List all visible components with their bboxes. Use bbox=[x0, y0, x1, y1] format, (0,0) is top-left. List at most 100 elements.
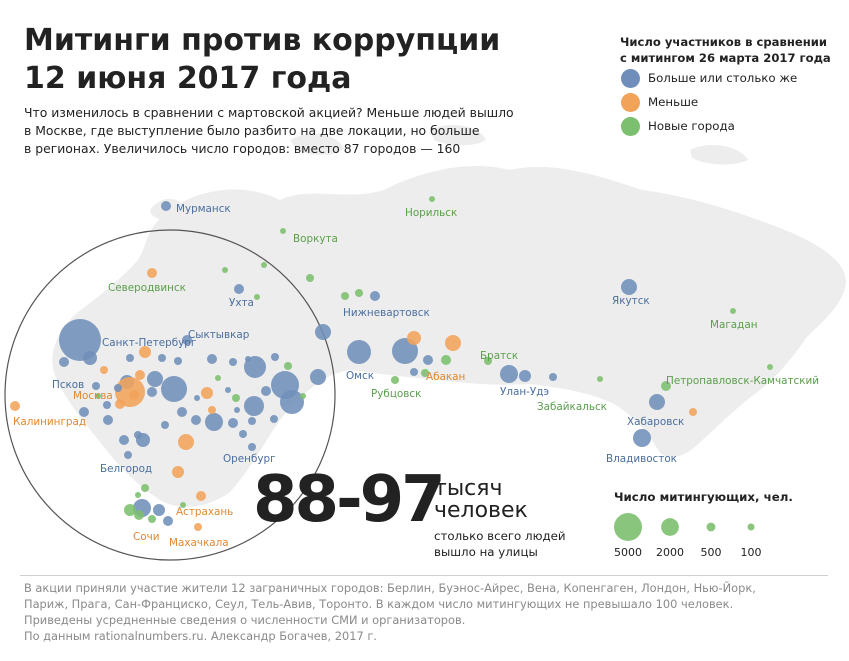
legend-title: Число участников в сравнении с митингом … bbox=[620, 34, 831, 66]
total-unit-line-2: человек bbox=[434, 498, 528, 523]
city-marker bbox=[519, 370, 531, 382]
footer-line-4: По данным rationalnumbers.ru. Александр … bbox=[24, 629, 377, 643]
city-marker bbox=[767, 364, 773, 370]
city-marker bbox=[244, 356, 266, 378]
city-label: Белгород bbox=[100, 463, 152, 475]
subtitle-line-1: Что изменилось в сравнении с мартовской … bbox=[24, 105, 514, 120]
city-marker bbox=[261, 262, 267, 268]
city-marker bbox=[182, 335, 192, 345]
city-label: Северодвинск bbox=[108, 282, 186, 294]
size-legend-circles: 5000 2000 500 100 bbox=[614, 513, 762, 559]
city-marker bbox=[315, 324, 331, 340]
city-labels: Мурманск Норильск Воркута Северодвинск Ухта С… bbox=[13, 203, 819, 549]
city-marker bbox=[421, 369, 429, 377]
city-marker bbox=[103, 401, 111, 409]
city-label: Якутск bbox=[612, 295, 650, 307]
legend-label-less: Меньше bbox=[648, 95, 699, 109]
city-marker bbox=[391, 376, 399, 384]
city-label: Хабаровск bbox=[627, 416, 684, 428]
city-marker bbox=[10, 401, 20, 411]
size-legend-circle bbox=[747, 523, 755, 531]
city-marker bbox=[232, 394, 240, 402]
city-marker bbox=[177, 407, 187, 417]
city-marker bbox=[103, 415, 113, 425]
city-marker bbox=[161, 376, 187, 402]
city-marker bbox=[95, 393, 101, 399]
city-marker bbox=[119, 435, 129, 445]
subtitle-line-2: в Москве, где выступление было разбито н… bbox=[24, 123, 480, 138]
city-marker bbox=[407, 331, 421, 345]
city-marker bbox=[310, 369, 326, 385]
city-label: Псков bbox=[52, 379, 84, 391]
footer-line-1: В акции приняли участие жители 12 загран… bbox=[24, 581, 756, 595]
city-marker bbox=[228, 418, 238, 428]
city-marker bbox=[208, 406, 216, 414]
total-count: 88-97 bbox=[253, 463, 446, 537]
city-marker bbox=[194, 523, 202, 531]
city-marker bbox=[649, 394, 665, 410]
city-marker bbox=[161, 201, 171, 211]
city-marker bbox=[429, 196, 435, 202]
city-marker bbox=[229, 358, 237, 366]
city-label: Оренбург bbox=[223, 453, 276, 465]
city-marker bbox=[124, 504, 136, 516]
city-label: Сыктывкар bbox=[188, 329, 250, 341]
city-marker bbox=[270, 415, 278, 423]
city-marker bbox=[180, 502, 186, 508]
city-label: Владивосток bbox=[606, 453, 677, 465]
city-label: Москва bbox=[73, 390, 113, 402]
city-marker bbox=[248, 417, 256, 425]
city-label: Братск bbox=[480, 350, 518, 362]
legend-swatch-more bbox=[621, 68, 640, 88]
city-marker bbox=[244, 396, 264, 416]
city-marker bbox=[254, 294, 260, 300]
legend-item-more: Больше или столько же bbox=[620, 66, 831, 90]
legend-label-more: Больше или столько же bbox=[648, 71, 798, 85]
city-marker bbox=[280, 390, 304, 414]
city-label: Махачкала bbox=[169, 537, 229, 549]
size-legend-label: 100 bbox=[741, 546, 762, 559]
city-marker bbox=[139, 346, 151, 358]
city-marker bbox=[134, 431, 142, 439]
city-marker bbox=[234, 407, 240, 413]
city-label: Воркута bbox=[293, 233, 338, 245]
city-marker bbox=[79, 407, 89, 417]
city-marker bbox=[410, 368, 418, 376]
size-legend-label: 2000 bbox=[656, 546, 684, 559]
city-marker bbox=[215, 375, 221, 381]
size-legend-circle bbox=[614, 513, 642, 541]
legend-swatch-new bbox=[621, 116, 640, 136]
city-marker bbox=[234, 284, 244, 294]
city-label: Петропавловск-Камчатский bbox=[666, 375, 819, 387]
city-marker bbox=[205, 413, 223, 431]
city-marker bbox=[441, 355, 451, 365]
city-marker bbox=[271, 353, 279, 361]
city-label: Сочи bbox=[133, 531, 160, 543]
city-markers bbox=[10, 196, 773, 531]
color-legend: Число участников в сравнении с митингом … bbox=[620, 34, 831, 138]
city-marker bbox=[347, 340, 371, 364]
city-marker bbox=[124, 451, 132, 459]
city-marker bbox=[239, 430, 247, 438]
city-marker bbox=[134, 510, 144, 520]
legend-swatch-less bbox=[621, 92, 640, 112]
city-marker bbox=[222, 267, 228, 273]
footer-notes: В акции приняли участие жители 12 загран… bbox=[24, 580, 824, 644]
city-marker bbox=[174, 357, 182, 365]
city-marker bbox=[194, 395, 200, 401]
city-marker bbox=[300, 393, 306, 399]
city-label: Абакан bbox=[426, 371, 465, 383]
total-desc-line-2: вышло на улицы bbox=[434, 545, 538, 559]
city-marker bbox=[280, 228, 286, 234]
zoom-circle bbox=[4, 229, 336, 561]
legend-label-new: Новые города bbox=[648, 119, 735, 133]
city-label: Нижневартовск bbox=[343, 307, 430, 319]
city-label: Астрахань bbox=[176, 506, 233, 518]
city-marker bbox=[549, 373, 557, 381]
city-marker bbox=[633, 429, 651, 447]
city-marker bbox=[201, 387, 213, 399]
footer-line-2: Париж, Прага, Сан-Франциско, Сеул, Тель-… bbox=[24, 597, 734, 611]
city-marker bbox=[423, 355, 433, 365]
city-marker bbox=[445, 335, 461, 351]
city-marker bbox=[158, 354, 166, 362]
